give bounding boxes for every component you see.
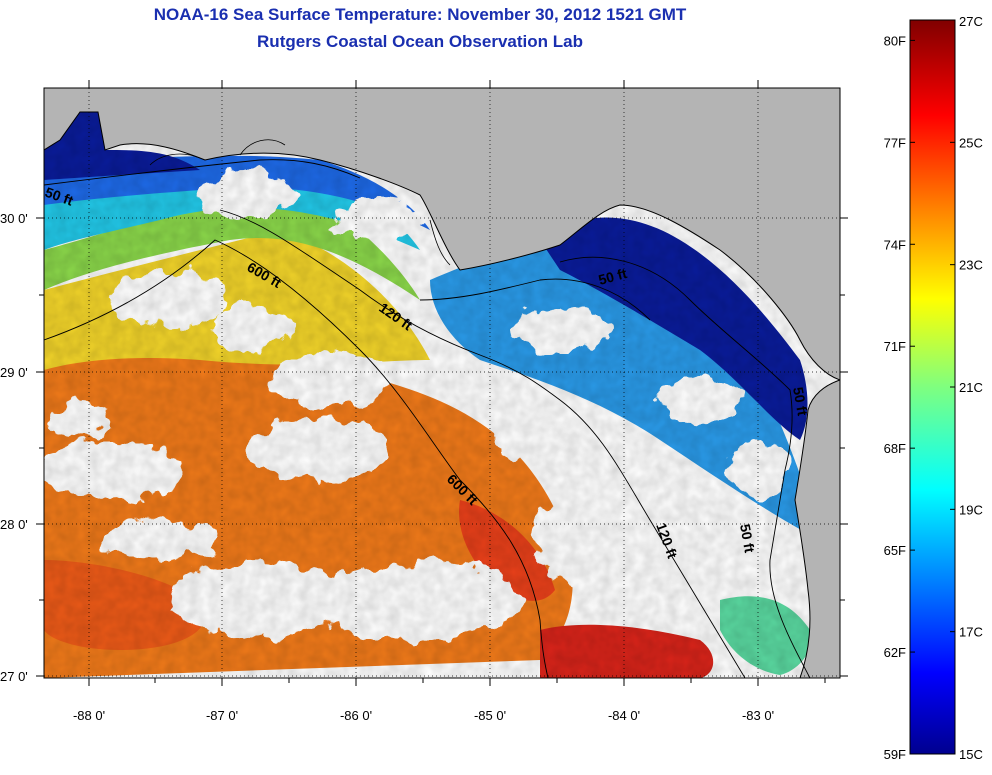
lat-tick-label: 29 0' — [0, 365, 28, 380]
land-florida-peninsula — [795, 380, 840, 678]
lon-tick-label: -83 0' — [742, 708, 774, 723]
sst-field — [44, 88, 840, 678]
lon-tick-label: -85 0' — [474, 708, 506, 723]
ticks — [36, 80, 848, 686]
colorbar-c-label: 17C — [959, 625, 983, 640]
chart-subtitle: Rutgers Coastal Ocean Observation Lab — [257, 32, 583, 51]
colorbar-f-label: 68F — [884, 441, 906, 456]
map-border — [43, 87, 841, 679]
graticule — [44, 88, 840, 678]
coastline — [44, 111, 840, 381]
colorbar-c-label: 19C — [959, 502, 983, 517]
colorbar-f-label: 74F — [884, 237, 906, 252]
lon-tick-label: -88 0' — [73, 708, 105, 723]
coastline-bay — [149, 139, 451, 266]
lat-tick-label: 27 0' — [0, 669, 28, 684]
lon-tick-label: -87 0' — [206, 708, 238, 723]
colorbar-c-label: 27C — [959, 14, 983, 29]
colorbar-f-label: 80F — [884, 33, 906, 48]
sst-map: 50 ft 600 ft 120 ft 50 ft 600 ft 120 ft … — [0, 80, 848, 723]
contour-600ft — [44, 239, 549, 678]
contour-120ft — [219, 209, 746, 678]
contour-50ft-east — [559, 256, 811, 678]
colorbar-gradient — [909, 19, 956, 755]
lon-tick-label: -86 0' — [340, 708, 372, 723]
colorbar-f-ticks: 80F 77F 74F 71F 68F 65F 62F 59F — [884, 33, 915, 762]
contour-label: 50 ft — [597, 265, 629, 288]
colorbar-c-label: 21C — [959, 380, 983, 395]
contour-label: 50 ft — [737, 523, 758, 554]
colorbar-c-label: 23C — [959, 258, 983, 273]
lon-tick-label: -84 0' — [608, 708, 640, 723]
chart-title: NOAA-16 Sea Surface Temperature: Novembe… — [153, 5, 687, 24]
colorbar-c-label: 25C — [959, 135, 983, 150]
contour-120ft-east — [419, 278, 651, 321]
lat-tick-label: 28 0' — [0, 517, 28, 532]
colorbar-f-label: 59F — [884, 747, 906, 762]
land-north — [44, 88, 840, 380]
colorbar-c-label: 15C — [959, 747, 983, 762]
colorbar-f-label: 65F — [884, 543, 906, 558]
colorbar-f-label: 62F — [884, 645, 906, 660]
colorbar-f-label: 71F — [884, 339, 906, 354]
colorbar: 80F 77F 74F 71F 68F 65F 62F 59F 27C 25C 23C 21C 19C… — [860, 0, 992, 775]
colorbar-c-ticks: 27C 25C 23C 21C 19C 17C 15C — [950, 14, 983, 762]
coastline-peninsula — [794, 379, 840, 678]
lat-tick-label: 30 0' — [0, 211, 28, 226]
contour-label: 50 ft — [790, 386, 811, 417]
colorbar-f-label: 77F — [884, 135, 906, 150]
contour-50ft-west — [44, 159, 361, 186]
